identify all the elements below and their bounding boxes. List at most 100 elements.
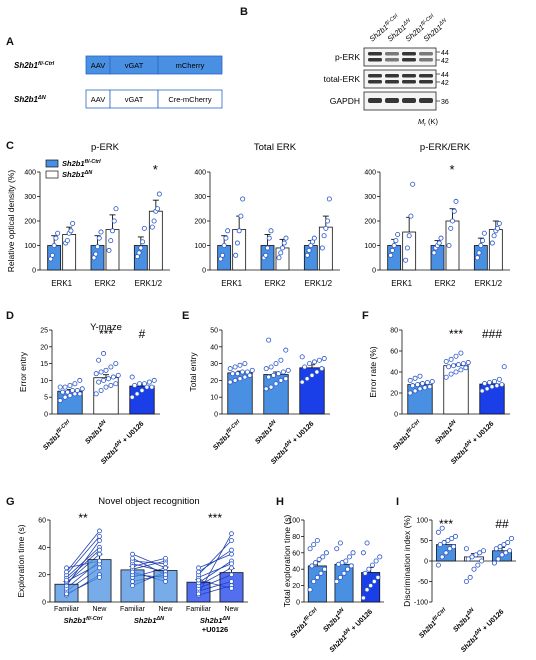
data-point (156, 191, 162, 197)
data-point (446, 364, 452, 370)
panel-label-d: D (6, 310, 14, 322)
blot-band (419, 52, 433, 56)
mr-label: Mr (K) (418, 117, 439, 128)
data-point (505, 540, 511, 546)
marker-label: 42 (441, 58, 449, 65)
data-point (68, 228, 74, 234)
data-point (307, 587, 313, 593)
data-point (266, 337, 272, 343)
data-point (509, 535, 515, 541)
data-point (479, 558, 485, 564)
data-point (140, 239, 146, 245)
significance-marker: ### (482, 327, 502, 341)
y-tick-label: 0 (394, 412, 398, 419)
data-point (281, 240, 287, 246)
data-point (493, 546, 499, 552)
blot-band (402, 74, 416, 78)
y-axis-label: Total exploration time (s) (282, 515, 292, 608)
panel-b-blot: Sh2b1fl/-CtrlSh2b1ΔNSh2b1fl/-CtrlSh2b1ΔN… (324, 13, 449, 128)
blot-band (385, 98, 399, 103)
x-tick-label: Sh2b1ΔN + U0126 (327, 607, 374, 654)
data-point (268, 228, 274, 234)
data-point (235, 371, 241, 377)
y-tick-label: 10 (210, 395, 218, 402)
blot-band (368, 52, 382, 56)
data-point (393, 238, 399, 244)
data-point (458, 350, 464, 356)
pair-line (132, 553, 166, 569)
data-point (463, 579, 469, 585)
data-point (406, 233, 412, 239)
x-tick-label: ERK1 (221, 279, 242, 288)
data-point (481, 230, 487, 236)
data-point (77, 377, 83, 383)
data-point (283, 347, 289, 353)
significance-marker: *** (439, 517, 453, 531)
x-tick-label: Sh2b1ΔN (253, 418, 280, 445)
construct-box-label: vGAT (125, 95, 144, 104)
data-point (319, 366, 325, 372)
pair-line (66, 530, 100, 573)
chart-C2: 0 100 200 300 400 Total ERK ERK1 ERK2 ERK1/2 (194, 142, 340, 288)
data-point (443, 550, 449, 556)
data-point (196, 591, 201, 597)
data-point (471, 566, 477, 572)
data-point (491, 378, 497, 384)
construct-box-label: AAV (91, 95, 105, 104)
y-tick-label: 0 (42, 600, 46, 607)
data-point (268, 364, 274, 370)
pair-line (66, 549, 100, 581)
y-tick-label: 20 (38, 572, 46, 579)
data-point (242, 374, 248, 380)
data-point (304, 252, 310, 258)
data-point (97, 575, 102, 580)
data-point (495, 556, 501, 562)
data-point (449, 535, 455, 541)
data-point (345, 566, 351, 572)
data-point (151, 218, 157, 224)
chart-title: Novel object recognition (98, 496, 199, 507)
data-point (77, 391, 83, 397)
data-point (313, 560, 319, 566)
data-point (475, 562, 481, 568)
blot-band (419, 98, 433, 103)
x-tick-label: Sh2b1fl/-Ctrl (417, 607, 450, 640)
y-tick-label: 0 (214, 412, 218, 419)
data-point (229, 585, 234, 591)
data-point (263, 366, 269, 372)
panel-label-i: I (396, 496, 400, 508)
data-point (103, 384, 109, 390)
data-point (429, 378, 435, 384)
data-point (98, 369, 104, 375)
data-point (477, 550, 483, 556)
data-point (101, 351, 107, 357)
data-point (263, 386, 269, 392)
data-point (427, 384, 433, 390)
blot-row-label: p-ERK (335, 52, 360, 62)
data-point (448, 371, 454, 377)
data-point (499, 552, 505, 558)
data-point (395, 231, 401, 237)
y-tick-label: 0 (372, 268, 376, 275)
data-point (364, 540, 370, 546)
data-point (326, 196, 332, 202)
chart-C1: 0 100 200 300 400 Relative optical density (%… (6, 142, 170, 288)
data-point (219, 252, 225, 258)
y-tick-label: 40 (292, 567, 300, 574)
pair-line (66, 536, 100, 575)
data-point (278, 250, 284, 256)
significance-marker: *** (449, 327, 463, 341)
data-point (65, 389, 71, 395)
data-point (465, 360, 471, 366)
y-tick-label: 100 (24, 243, 36, 250)
blot-band (385, 58, 399, 62)
data-point (309, 372, 315, 378)
x-tick-label: Sh2b1ΔN + U0126 (269, 419, 316, 466)
data-point (321, 356, 327, 362)
data-point (410, 181, 416, 187)
data-point (337, 574, 343, 580)
data-point (448, 356, 454, 362)
construct-box-label: Cre-mCherry (168, 95, 212, 104)
data-point (225, 228, 231, 234)
construct-box-label: mCherry (176, 61, 205, 70)
